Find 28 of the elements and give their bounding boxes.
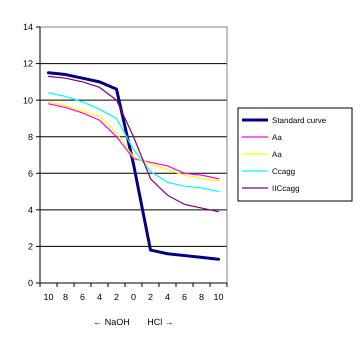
legend-label: IICcagg <box>272 184 300 193</box>
x-tick-label: 2 <box>114 292 120 302</box>
y-tick-label: 0 <box>28 278 33 288</box>
x-tick-label: 8 <box>62 292 68 302</box>
legend-label: Aa <box>272 150 282 159</box>
y-tick-label: 8 <box>28 132 33 142</box>
line-series <box>47 71 220 261</box>
x-tick-label: 4 <box>164 292 170 302</box>
legend-label: Aa <box>272 132 282 142</box>
x-tick-label: 4 <box>96 292 102 302</box>
y-tick-label: 12 <box>22 58 33 69</box>
legend-label: Ccagg <box>272 166 296 176</box>
x-tick-label: 10 <box>213 292 224 302</box>
y-tick-label: 14 <box>22 22 33 32</box>
x-axis-title: ← NaOH HCl → <box>93 317 174 327</box>
y-tick-label: 6 <box>28 168 33 178</box>
legend-label: Standard curve <box>272 116 327 125</box>
x-tick-label: 6 <box>182 292 188 302</box>
line-series <box>48 76 220 212</box>
x-tick-label: 0 <box>130 292 136 302</box>
x-tick-label: 10 <box>43 292 54 302</box>
x-tick-label: 8 <box>198 292 204 302</box>
line-series <box>48 92 220 192</box>
y-tick-label: 10 <box>22 95 33 106</box>
x-tick-label: 6 <box>80 292 86 302</box>
y-tick-label: 4 <box>28 205 33 216</box>
y-tick-label: 2 <box>28 242 33 252</box>
x-tick-label: 2 <box>148 292 154 302</box>
